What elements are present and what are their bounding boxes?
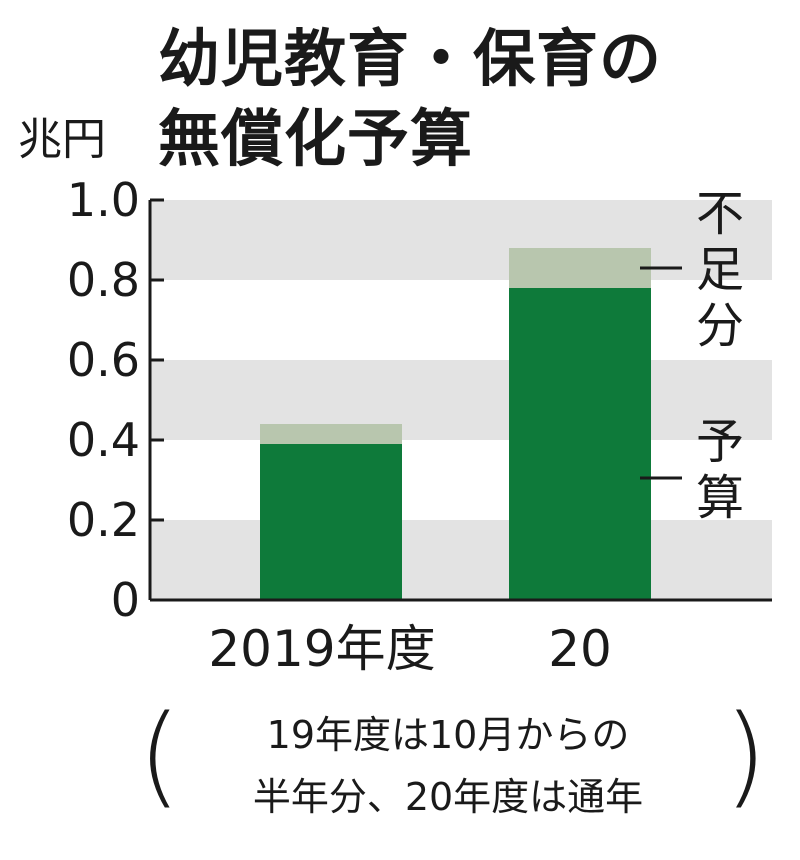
chart-title-line-1: 幼児教育・保育の <box>158 22 663 95</box>
y-tick-labels: 0 0.2 0.4 0.6 0.8 1.0 <box>67 173 164 627</box>
bar-shortfall <box>260 424 402 444</box>
y-axis <box>148 200 772 602</box>
grid-bands <box>150 200 772 600</box>
footnote-line-1: 19年度は10月からの <box>266 713 630 757</box>
y-tick-label: 0.6 <box>67 333 140 387</box>
x-category-labels: 2019年度 20 <box>208 620 611 678</box>
note-open-paren: ( <box>138 691 181 819</box>
footnote: 19年度は10月からの 半年分、20年度は通年 <box>168 704 728 828</box>
legend-label-budget: 予算 <box>696 414 744 526</box>
bar-budget <box>509 288 651 600</box>
y-tick-label: 0.4 <box>67 413 140 467</box>
y-tick-label: 0 <box>111 573 140 627</box>
x-category-label: 20 <box>548 620 612 678</box>
bar-shortfall <box>509 248 651 288</box>
y-tick-label: 1.0 <box>67 173 140 227</box>
note-close-paren: ) <box>724 691 767 819</box>
bars <box>260 248 651 600</box>
footnote-line-2: 半年分、20年度は通年 <box>252 775 644 819</box>
chart-title-line-2: 無償化予算 <box>158 102 474 175</box>
grid-band <box>150 360 772 440</box>
y-axis-unit-label: 兆円 <box>18 114 106 165</box>
grid-band <box>150 520 772 600</box>
x-category-label: 2019年度 <box>208 620 435 678</box>
y-tick-label: 0.2 <box>67 493 140 547</box>
y-tick-label: 0.8 <box>67 253 140 307</box>
bar-budget <box>260 444 402 600</box>
legend-label-shortfall: 不足分 <box>696 186 744 354</box>
